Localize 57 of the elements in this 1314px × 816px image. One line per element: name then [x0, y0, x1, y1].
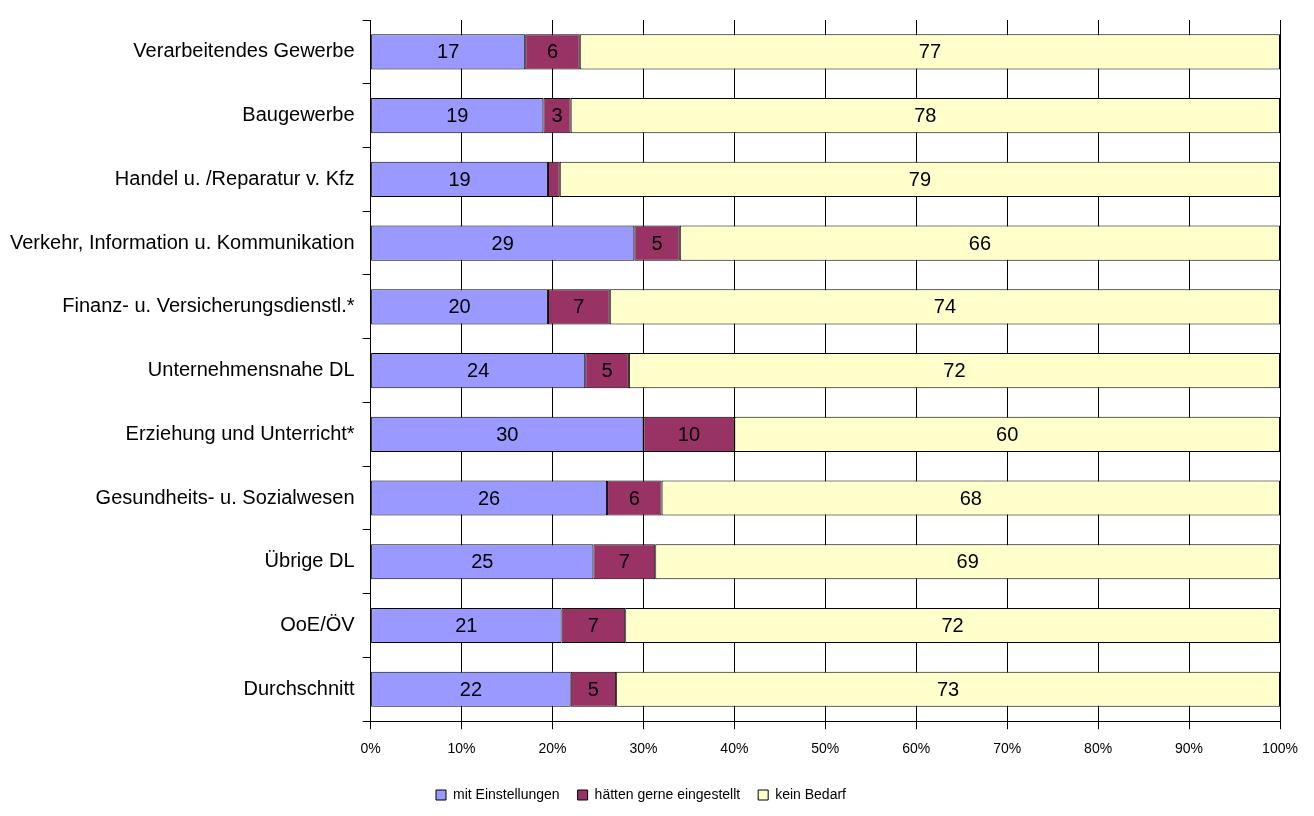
y-tick-label: OoE/ÖV: [280, 613, 356, 636]
x-tick-label: 20%: [538, 740, 567, 757]
data-label: 69: [956, 550, 979, 573]
x-tick-label: 80%: [1084, 740, 1113, 757]
data-label: 10: [677, 422, 701, 445]
data-label: 17: [437, 40, 460, 63]
x-tick-label: 70%: [993, 740, 1022, 757]
data-label: 19: [446, 104, 469, 127]
x-tick-label: 40%: [720, 740, 749, 757]
data-label: 77: [918, 40, 942, 63]
data-label: 60: [996, 422, 1019, 445]
data-label: 7: [573, 295, 585, 318]
data-label: 21: [455, 614, 478, 637]
x-tick-label: 60%: [902, 740, 931, 757]
data-label: 25: [471, 550, 494, 573]
y-tick-label: Gesundheits- u. Sozialwesen: [95, 485, 355, 508]
data-label: 78: [914, 104, 937, 127]
data-label: 5: [651, 231, 663, 254]
data-label: 72: [943, 359, 966, 382]
y-tick-label: Übrige DL: [264, 549, 355, 572]
data-label: 26: [477, 486, 501, 509]
data-label: 6: [546, 40, 559, 63]
data-label: 7: [618, 550, 630, 573]
data-label: 30: [496, 422, 519, 445]
x-tick-label: 10%: [447, 740, 476, 757]
data-label: 79: [908, 167, 932, 190]
y-tick-label: Erziehung und Unterricht*: [125, 421, 355, 444]
data-label: 68: [959, 486, 982, 509]
y-tick-label: Unternehmensnahe DL: [147, 358, 355, 381]
data-label: 3: [551, 104, 563, 127]
y-tick-label: Verkehr, Information u. Kommunikation: [9, 230, 355, 253]
x-tick-label: 50%: [811, 740, 840, 757]
data-label: 24: [467, 359, 490, 382]
data-label: 29: [491, 231, 514, 254]
data-label: 20: [448, 295, 471, 318]
y-tick-label: Verarbeitendes Gewerbe: [133, 39, 355, 62]
data-label: 6: [628, 486, 640, 509]
y-tick-label: Finanz- u. Versicherungsdienstl.*: [62, 294, 355, 317]
y-tick-label: Baugewerbe: [242, 103, 355, 126]
x-tick-label: 30%: [629, 740, 658, 757]
data-label: 66: [968, 231, 992, 254]
legend-label: mit Einstellungen: [453, 785, 560, 802]
legend-label: kein Bedarf: [775, 785, 847, 802]
legend-label: hätten gerne eingestellt: [594, 785, 741, 802]
y-tick-label: Durchschnitt: [243, 676, 356, 699]
data-label: 5: [601, 359, 613, 382]
y-tick-label: Handel u. /Reparatur v. Kfz: [114, 166, 355, 189]
x-tick-label: 100%: [1262, 740, 1298, 757]
data-label: 22: [459, 677, 483, 700]
data-label: 74: [933, 295, 957, 318]
data-label: 73: [936, 677, 960, 700]
x-tick-label: 90%: [1175, 740, 1204, 757]
data-label: 5: [587, 677, 599, 700]
data-label: 7: [587, 614, 599, 637]
data-label: 72: [941, 614, 964, 637]
data-label: 19: [448, 167, 471, 190]
x-tick-label: 0%: [360, 740, 381, 757]
